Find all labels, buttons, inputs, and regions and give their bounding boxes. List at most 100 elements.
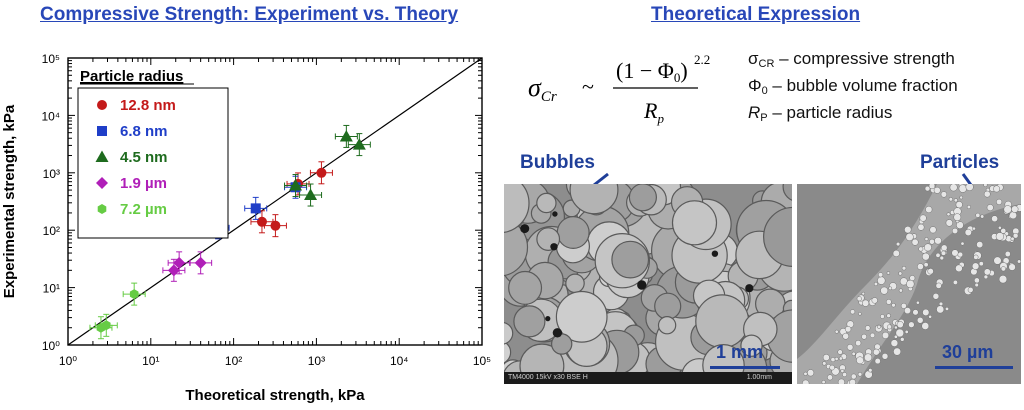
particles-image <box>797 184 1021 384</box>
particle <box>960 241 965 246</box>
particle <box>958 184 967 193</box>
particle <box>971 262 980 270</box>
void <box>711 250 719 257</box>
particle <box>998 225 1002 230</box>
legend-marker <box>97 204 107 214</box>
particle <box>919 214 927 222</box>
legend-entry: 1.9 µm <box>120 175 167 192</box>
data-point <box>316 167 327 178</box>
bubble <box>504 218 529 277</box>
particle <box>895 241 901 247</box>
bubble <box>657 315 677 335</box>
bubble <box>763 206 792 267</box>
particle <box>861 291 866 296</box>
particle <box>880 314 885 319</box>
particle <box>849 378 856 384</box>
formula-sigma: σ <box>528 73 542 102</box>
void <box>552 211 558 217</box>
particle <box>916 317 924 324</box>
particle <box>951 227 959 234</box>
particle <box>923 262 929 268</box>
particle <box>923 243 932 252</box>
particle <box>904 307 911 315</box>
particle <box>934 236 942 245</box>
particle <box>925 205 933 214</box>
particle <box>850 309 856 315</box>
particle <box>862 299 870 307</box>
bubbles-scale-text: 1 mm <box>716 342 764 362</box>
particle <box>850 373 857 380</box>
formula-exponent: 2.2 <box>694 52 710 67</box>
void <box>637 280 647 290</box>
legend-title: Particle radius <box>80 68 183 85</box>
svg-text:(1 − Φ0): (1 − Φ0) <box>616 58 688 85</box>
bubble <box>565 273 585 294</box>
particle <box>873 281 878 287</box>
particle <box>829 364 835 371</box>
particle <box>940 250 947 256</box>
definition-phi: Φ0 – bubble volume fraction <box>748 76 958 97</box>
particle <box>856 296 862 302</box>
particle <box>940 191 948 198</box>
data-point <box>289 179 303 191</box>
data-point <box>304 188 318 201</box>
particle <box>827 374 833 381</box>
data-point <box>352 138 366 150</box>
particle <box>928 314 932 319</box>
particle <box>822 354 830 361</box>
data-point <box>339 129 353 142</box>
x-tick-label: 10² <box>225 354 242 368</box>
bubbles-image <box>504 184 792 384</box>
particle <box>939 255 945 261</box>
particle <box>893 347 902 356</box>
particle <box>905 232 914 242</box>
particle <box>974 277 980 284</box>
data-point <box>270 220 281 231</box>
particle <box>983 190 991 198</box>
particle <box>966 204 971 210</box>
particle <box>881 353 889 360</box>
particle <box>893 334 898 339</box>
legend-marker <box>97 100 107 110</box>
bubbles-scale-bar <box>710 366 780 369</box>
particle <box>904 329 909 334</box>
svg-text:σCr: σCr <box>528 73 557 105</box>
variable-definitions: σCR – compressive strength Φ0 – bubble v… <box>748 48 958 129</box>
particle <box>886 313 891 318</box>
void <box>745 284 754 293</box>
particle <box>953 198 958 203</box>
particle <box>935 282 942 289</box>
right-heading: Theoretical Expression <box>651 4 861 25</box>
particle <box>936 305 945 314</box>
particle <box>834 329 839 334</box>
bubble <box>611 240 650 279</box>
formula-sigma-sub: Cr <box>541 89 557 105</box>
bubble <box>513 305 546 338</box>
particle <box>945 219 953 227</box>
particles-label: Particles <box>920 152 1000 173</box>
particle <box>1003 205 1012 214</box>
bubble <box>555 290 608 343</box>
particle <box>803 371 808 376</box>
y-tick-label: 10² <box>43 224 60 238</box>
particles-micrograph: 30 µm <box>797 184 1021 384</box>
particle <box>972 226 976 231</box>
particle <box>886 324 892 330</box>
particle <box>894 325 898 330</box>
particle <box>856 356 864 365</box>
svg-text:Rp: Rp <box>643 98 664 126</box>
particle <box>898 271 903 276</box>
particle <box>886 271 891 275</box>
particle <box>953 213 962 222</box>
bubble <box>504 322 514 345</box>
bubble <box>504 184 530 233</box>
particle <box>1000 228 1007 234</box>
particle <box>890 339 899 347</box>
particle <box>898 288 903 293</box>
particle <box>807 369 815 377</box>
bubble <box>550 333 573 355</box>
particle <box>973 254 979 260</box>
legend-marker <box>97 126 107 136</box>
particle <box>917 223 925 231</box>
particle <box>911 238 919 246</box>
